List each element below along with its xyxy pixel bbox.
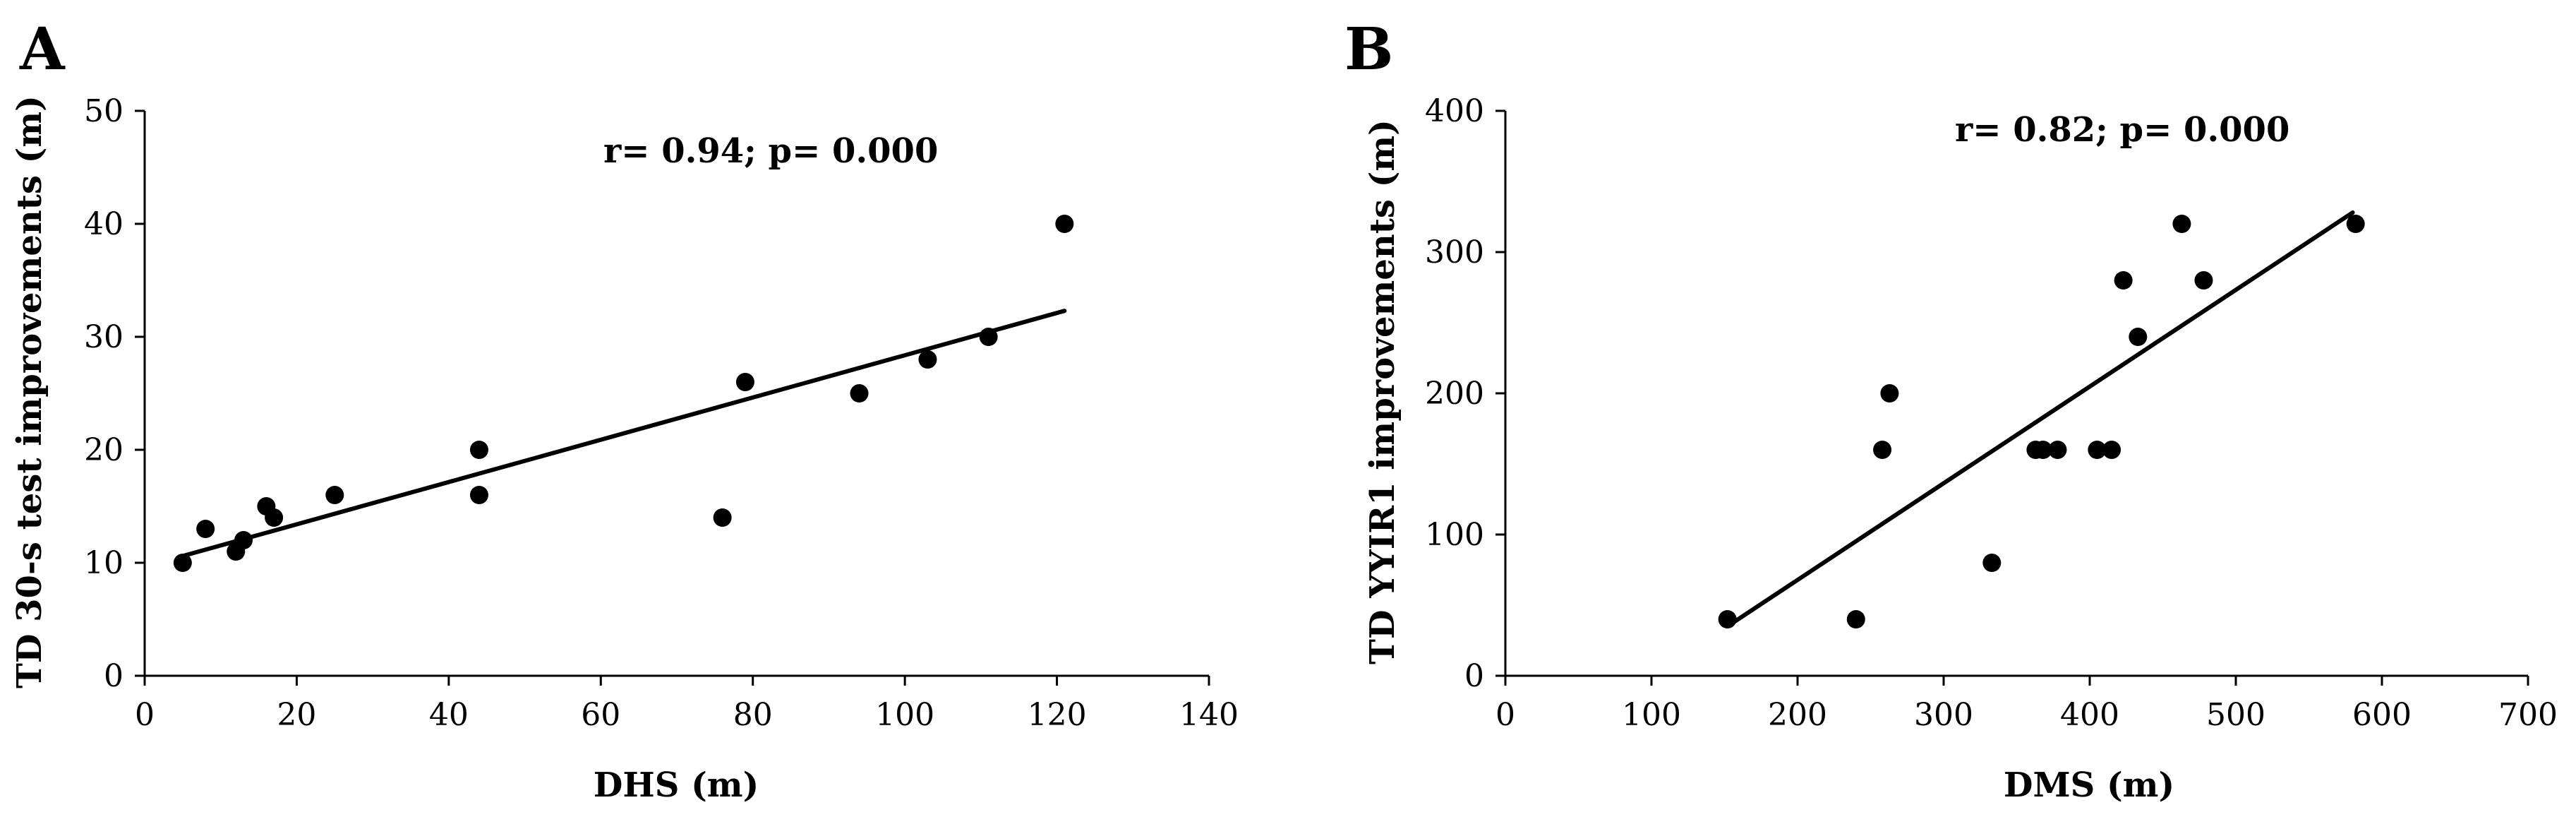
y-tick-label: 40 [84,206,124,242]
y-tick-label: 0 [1464,658,1484,694]
data-point [2048,441,2067,459]
x-tick-label: 700 [2498,697,2558,733]
correlation-annotation-b: r= 0.82; p= 0.000 [1955,110,2289,150]
x-tick-label: 200 [1768,697,1827,733]
data-point [2346,215,2365,233]
data-point [850,384,869,402]
tick-layer-a: 0 20 40 60 80 100 120 140 0 10 20 30 40 50 [84,93,1239,733]
y-tick-label: 300 [1425,234,1484,270]
x-tick-label: 0 [1495,697,1515,733]
trend-line-b [1725,210,2355,628]
axes-b [1504,111,2528,677]
data-point [1982,554,2002,572]
x-tick-label: 60 [581,697,620,733]
x-tick-label: 140 [1179,697,1239,733]
x-axis-label-b: DMS (m) [2004,765,2174,805]
data-point [1873,441,1892,459]
mark-layer-b [1718,210,2365,628]
data-point [265,508,284,527]
y-tick-label: 20 [84,432,124,468]
panel-b: B r= 0.82; p= 0.000 DMS (m) TD YYIR1 imp… [1344,16,2558,805]
data-point [2088,441,2107,459]
correlation-annotation-a: r= 0.94; p= 0.000 [603,131,938,171]
data-point [2114,271,2133,290]
y-tick-label: 30 [84,319,124,355]
x-tick-label: 100 [875,697,934,733]
data-point [469,486,488,504]
data-point [713,508,732,527]
y-axis-label-a: TD 30-s test improvements (m) [10,95,49,688]
x-tick-label: 20 [277,697,316,733]
y-tick-label: 400 [1425,93,1484,129]
axes-a [143,111,1209,677]
y-tick-label: 10 [84,545,124,581]
x-tick-label: 80 [733,697,773,733]
y-tick-label: 200 [1425,376,1484,412]
data-point [196,520,215,538]
panel-a: A r= 0.94; p= 0.000 DHS (m) TD 30-s test… [10,16,1239,805]
data-point [2033,441,2052,459]
data-point [1055,215,1074,233]
x-tick-label: 300 [1914,697,1973,733]
data-point [1718,610,1737,628]
y-tick-label: 0 [104,658,124,694]
data-point [979,328,998,346]
data-point [1846,610,1865,628]
y-tick-label: 100 [1425,517,1484,553]
x-tick-label: 40 [429,697,469,733]
mark-layer-a [173,215,1074,572]
x-tick-label: 120 [1028,697,1087,733]
tick-layer-b: 0 100 200 300 400 500 600 700 0 100 200 300 400 [1425,93,2558,733]
data-point [735,373,754,391]
x-tick-label: 500 [2206,697,2265,733]
data-point [2172,215,2191,233]
x-tick-label: 600 [2352,697,2412,733]
x-tick-label: 0 [135,697,155,733]
x-axis-label-a: DHS (m) [594,765,759,805]
data-point [1880,384,1899,402]
data-point [469,441,488,459]
data-point [234,531,253,549]
data-point [2129,328,2148,346]
y-axis-label-b: TD YYIR1 improvements (m) [1363,119,1402,664]
trend-line-a [180,309,1067,559]
data-point [2194,271,2213,290]
y-tick-label: 50 [84,93,124,129]
data-point [2102,441,2121,459]
data-point [325,486,344,504]
x-tick-label: 400 [2060,697,2119,733]
data-point [918,350,937,369]
data-point [173,554,192,572]
x-tick-label: 100 [1622,697,1681,733]
panel-letter-a: A [19,16,66,83]
panel-letter-b: B [1344,16,1393,83]
